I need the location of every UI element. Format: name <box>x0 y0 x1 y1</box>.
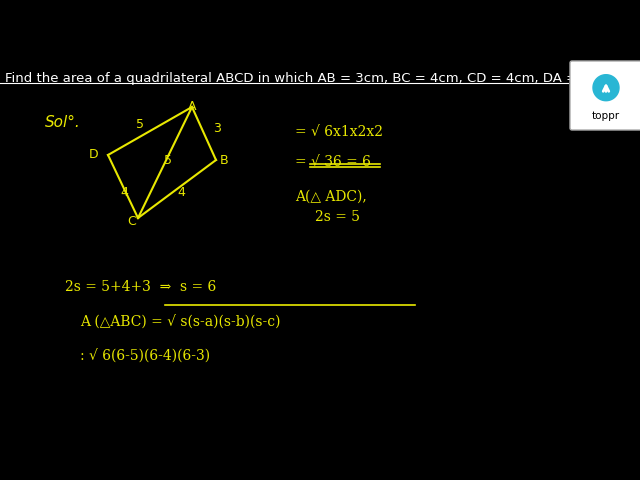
Text: A(△ ADC),: A(△ ADC), <box>295 190 367 204</box>
Text: 5: 5 <box>136 119 144 132</box>
Text: B: B <box>220 154 228 167</box>
Text: Sol°.: Sol°. <box>45 115 81 130</box>
Text: 3: 3 <box>213 121 221 134</box>
Text: D: D <box>88 147 98 160</box>
Text: 5: 5 <box>164 154 172 167</box>
Text: 4: 4 <box>120 185 128 199</box>
Text: Find the area of a quadrilateral ABCD in which AB = 3cm, BC = 4cm, CD = 4cm, DA : Find the area of a quadrilateral ABCD in… <box>5 72 640 85</box>
Text: C: C <box>127 215 136 228</box>
Text: A (△ABC) = √ s(s-a)(s-b)(s-c): A (△ABC) = √ s(s-a)(s-b)(s-c) <box>80 316 280 330</box>
Text: : √ 6(6-5)(6-4)(6-3): : √ 6(6-5)(6-4)(6-3) <box>80 350 210 364</box>
Text: 2s = 5: 2s = 5 <box>315 210 360 224</box>
Text: = √ 6x1x2x2: = √ 6x1x2x2 <box>295 125 383 139</box>
Text: A: A <box>188 100 196 113</box>
FancyBboxPatch shape <box>570 61 640 130</box>
Text: toppr: toppr <box>592 111 620 121</box>
Text: 4: 4 <box>177 185 185 199</box>
Text: = √ 36 = 6: = √ 36 = 6 <box>295 155 371 169</box>
Text: 2s = 5+4+3  ⇒  s = 6: 2s = 5+4+3 ⇒ s = 6 <box>65 280 216 294</box>
Polygon shape <box>593 75 619 101</box>
